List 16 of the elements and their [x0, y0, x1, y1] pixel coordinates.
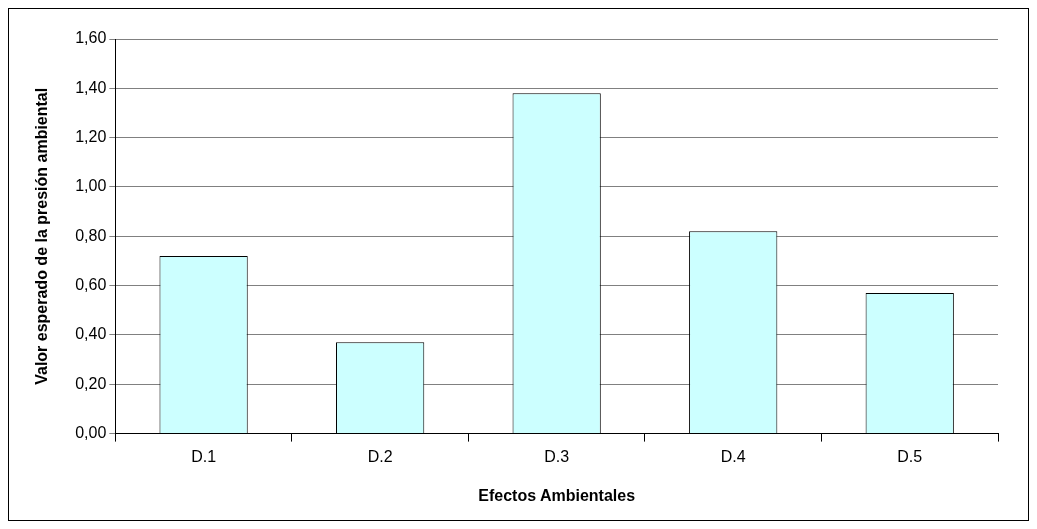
x-axis-title: Efectos Ambientales: [478, 486, 636, 504]
y-tick-label: 0,40: [75, 325, 107, 343]
y-tick-label: 1,40: [75, 78, 107, 96]
y-tick-label: 0,80: [75, 226, 107, 244]
x-tick-label: D.1: [191, 447, 217, 465]
x-tick-label: D.5: [897, 447, 923, 465]
y-tick-label: 1,60: [75, 29, 107, 47]
y-tick-label: 0,20: [75, 374, 107, 392]
x-tick-label: D.4: [720, 447, 746, 465]
x-tick-label: D.2: [367, 447, 393, 465]
y-tick-label: 1,20: [75, 128, 107, 146]
y-axis-title: Valor esperado de la presión ambiental: [33, 87, 51, 385]
x-tick-label: D.3: [544, 447, 570, 465]
y-tick-label: 1,00: [75, 177, 107, 195]
y-tick-label: 0,00: [75, 424, 107, 442]
y-tick-label: 0,60: [75, 276, 107, 294]
